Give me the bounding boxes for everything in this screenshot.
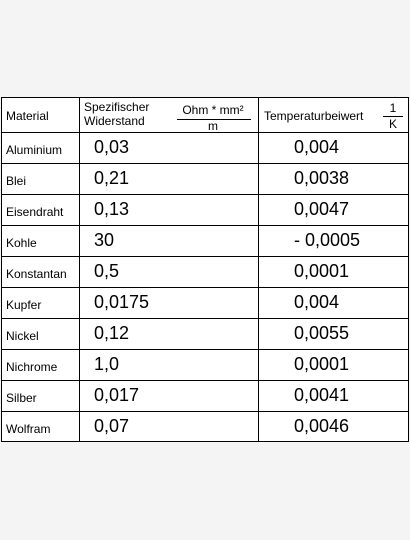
resistance-value: 30 [94,230,115,250]
row-divider [2,380,408,381]
resistance-value: 0,03 [94,137,130,157]
row-divider [2,287,408,288]
row-divider [2,256,408,257]
resistance-value: 0,5 [94,261,120,281]
material-name: Konstantan [6,267,67,281]
resistance-value: 1,0 [94,354,120,374]
header-resistance-line2: Widerstand [84,114,145,128]
material-name: Kupfer [6,298,42,312]
temperature-coefficient-value: 0,0001 [294,354,350,374]
material-name: Nichrome [6,360,58,374]
resistance-value: 0,12 [94,323,130,343]
resistance-value: 0,07 [94,416,130,436]
header-resistance-unit-denominator: m [208,119,218,133]
row-divider [2,411,408,412]
resistance-value: 0,21 [94,168,130,188]
material-name: Nickel [6,329,39,343]
row-divider [2,163,408,164]
temperature-coefficient-value: 0,0038 [294,168,350,188]
temperature-coefficient-value: 0,0046 [294,416,350,436]
temperature-coefficient-value: - 0,0005 [294,230,361,250]
material-name: Kohle [6,236,37,250]
row-divider [2,132,408,133]
header-temp-unit-numerator: 1 [389,101,397,115]
resistance-value: 0,017 [94,385,140,405]
row-divider [2,318,408,319]
header-resistance-unit-numerator: Ohm * mm² [182,103,244,117]
material-name: Wolfram [6,422,51,436]
header-material: Material [6,109,49,123]
header-temp-unit-denominator: K [388,117,397,131]
temperature-coefficient-value: 0,0047 [294,199,350,219]
resistance-value: 0,0175 [94,292,150,312]
material-name: Blei [6,174,27,188]
row-divider [2,194,408,195]
temperature-coefficient-value: 0,0041 [294,385,350,405]
material-name: Eisendraht [6,205,64,219]
material-name: Silber [6,391,37,405]
column-divider [79,98,80,441]
header-temp-label: Temperaturbeiwert [264,109,364,123]
fraction-bar [177,119,251,120]
resistance-table: Material Spezifischer Widerstand Ohm * m… [1,97,409,442]
resistance-value: 0,13 [94,199,130,219]
row-divider [2,225,408,226]
temperature-coefficient-value: 0,004 [294,137,340,157]
header-resistance-line1: Spezifischer [84,100,150,114]
fraction-bar [383,116,403,117]
temperature-coefficient-value: 0,0055 [294,323,350,343]
temperature-coefficient-value: 0,004 [294,292,340,312]
column-divider [258,98,259,441]
temperature-coefficient-value: 0,0001 [294,261,350,281]
header-resistance-label: Spezifischer Widerstand [84,100,149,128]
row-divider [2,349,408,350]
material-name: Aluminium [6,143,63,157]
